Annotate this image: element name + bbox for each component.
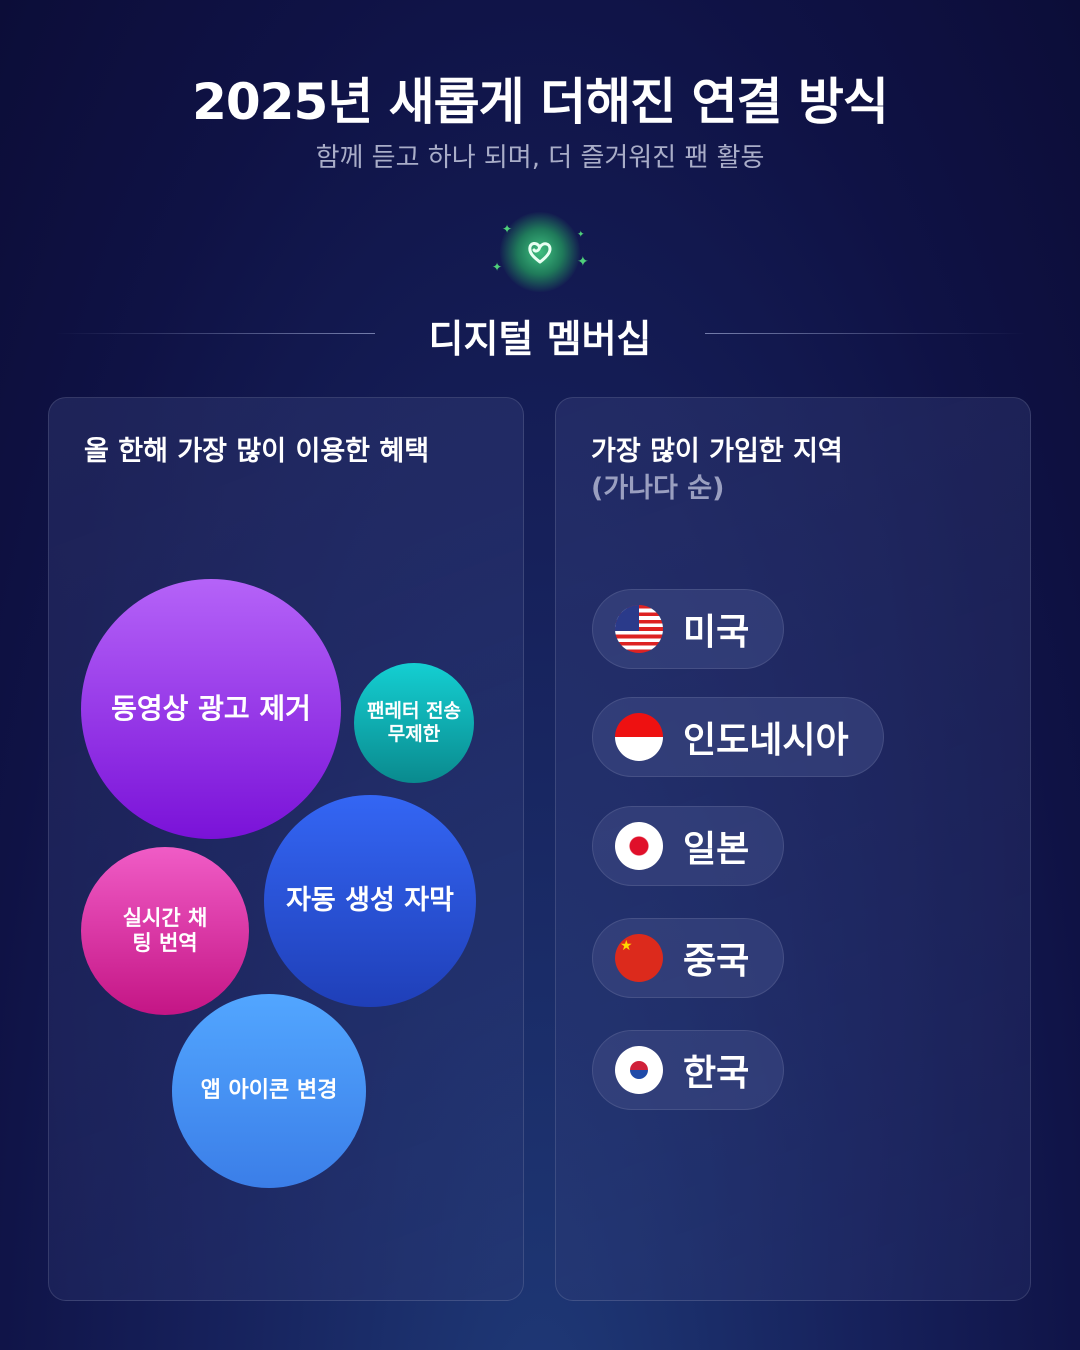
card-title: 가장 많이 가입한 지역 <box>591 436 843 467</box>
card-title: 올 한해 가장 많이 이용한 혜택 <box>84 436 430 467</box>
divider <box>55 333 375 334</box>
page-title: 2025년 새롭게 더해진 연결 방식 <box>192 73 889 131</box>
korea-flag-icon <box>615 1046 663 1094</box>
divider <box>705 333 1025 334</box>
card-subtitle: (가나다 순) <box>591 473 725 504</box>
region-japan: 일본 <box>592 806 785 886</box>
region-indonesia: 인도네시아 <box>592 697 884 777</box>
region-us: 미국 <box>592 589 785 669</box>
benefits-card: 올 한해 가장 많이 이용한 혜택 동영상 광고 제거 팬레터 전송 무제한 자… <box>48 397 524 1301</box>
bubble-video-ad-removal: 동영상 광고 제거 <box>81 579 341 839</box>
region-korea: 한국 <box>592 1030 785 1110</box>
page-subtitle: 함께 듣고 하나 되며, 더 즐거워진 팬 활동 <box>315 143 765 173</box>
sparkle-icon: ✦ <box>502 222 513 236</box>
bubble-live-chat-translation: 실시간 채팅 번역 <box>81 847 249 1015</box>
sparkle-icon: ✦ <box>577 254 589 270</box>
china-flag-icon: ★ <box>615 934 663 982</box>
region-label: 중국 <box>683 941 750 982</box>
region-label: 한국 <box>683 1053 750 1094</box>
japan-flag-icon <box>615 822 663 870</box>
sparkle-icon: ✦ <box>577 230 585 240</box>
heart-logo-icon <box>500 212 580 292</box>
indonesia-flag-icon <box>615 713 663 761</box>
bubble-fanletter-unlimited: 팬레터 전송 무제한 <box>354 663 474 783</box>
sparkle-icon: ✦ <box>492 260 503 274</box>
region-china: ★ 중국 <box>592 918 785 998</box>
region-label: 인도네시아 <box>683 720 849 761</box>
bubble-app-icon-change: 앱 아이콘 변경 <box>172 994 366 1188</box>
us-flag-icon <box>615 605 663 653</box>
region-label: 미국 <box>683 612 750 653</box>
regions-card: 가장 많이 가입한 지역 (가나다 순) 미국 인도네시아 일본 ★ 중국 한국 <box>555 397 1031 1301</box>
section-title: 디지털 멤버십 <box>428 317 652 361</box>
bubble-auto-subtitles: 자동 생성 자막 <box>264 795 476 1007</box>
region-label: 일본 <box>683 829 750 870</box>
